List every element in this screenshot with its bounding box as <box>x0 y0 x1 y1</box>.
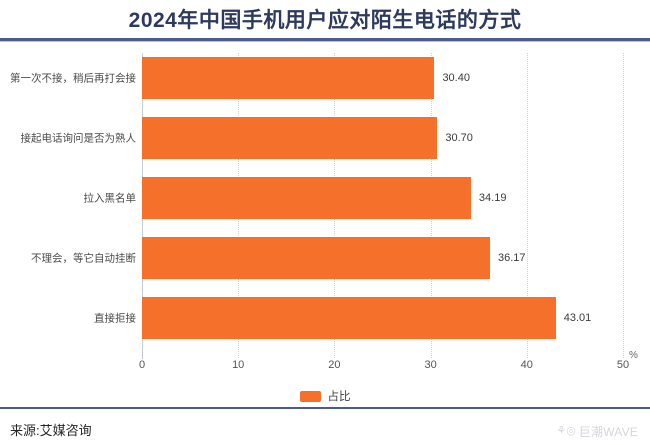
bar[interactable] <box>142 237 490 279</box>
page-title: 2024年中国手机用户应对陌生电话的方式 <box>128 9 522 32</box>
divider-top <box>0 38 650 41</box>
legend-item-label: 占比 <box>327 391 351 403</box>
chart-row: 接起电话询问是否为熟人 30.70 <box>0 117 650 159</box>
gridline <box>623 53 625 358</box>
category-label: 拉入黑名单 <box>83 192 137 205</box>
chart-row: 第一次不接，稍后再打会接 30.40 <box>0 57 650 99</box>
divider-bottom <box>0 407 650 409</box>
chart-row: 直接拒接 43.01 <box>0 297 650 339</box>
plot-area: 第一次不接，稍后再打会接 30.40 接起电话询问是否为熟人 30.70 拉入黑名单 34… <box>0 43 650 365</box>
watermark: ⚘◎ 巨潮WAVE <box>556 423 638 440</box>
bar[interactable] <box>142 177 471 219</box>
x-axis-tick-label: 30 <box>424 359 437 371</box>
gridline <box>526 53 529 358</box>
x-axis-tick-label: 20 <box>328 359 341 371</box>
chart-legend: 占比 <box>0 388 650 404</box>
x-axis-tick-label: 50 <box>616 359 630 371</box>
category-label: 直接拒接 <box>94 312 136 325</box>
axis-unit-label: % <box>629 350 638 361</box>
watermark-label: 巨潮WAVE <box>578 425 638 439</box>
source-text: 来源:艾媒咨询 <box>10 423 92 438</box>
bar[interactable] <box>142 117 438 159</box>
watermark-logo-icon: ⚘◎ <box>556 425 576 437</box>
chart-title-bar: 2024年中国手机用户应对陌生电话的方式 <box>0 0 650 38</box>
legend-swatch-icon <box>299 390 321 402</box>
category-label: 第一次不接，稍后再打会接 <box>10 72 136 85</box>
bar-value-label: 30.40 <box>442 72 470 84</box>
bar-value-label: 30.70 <box>445 132 473 144</box>
bar-value-label: 36.17 <box>497 252 526 264</box>
bar-value-label: 34.19 <box>478 192 507 204</box>
bar-value-label: 43.01 <box>563 312 592 324</box>
chart-row: 拉入黑名单 34.19 <box>0 177 650 219</box>
x-axis-tick-label: 40 <box>520 359 533 371</box>
chart-row: 不理会，等它自动挂断 36.17 <box>0 237 650 279</box>
x-axis: 0 10 20 30 40 50 <box>0 359 650 381</box>
bar[interactable] <box>142 57 435 99</box>
bar[interactable] <box>142 297 556 339</box>
x-axis-tick-label: 10 <box>232 359 245 371</box>
footer: 来源:艾媒咨询 ⚘◎ 巨潮WAVE <box>0 409 650 445</box>
category-label: 不理会，等它自动挂断 <box>31 252 136 265</box>
category-label: 接起电话询问是否为熟人 <box>20 132 137 145</box>
x-axis-tick-label: 0 <box>138 359 146 371</box>
